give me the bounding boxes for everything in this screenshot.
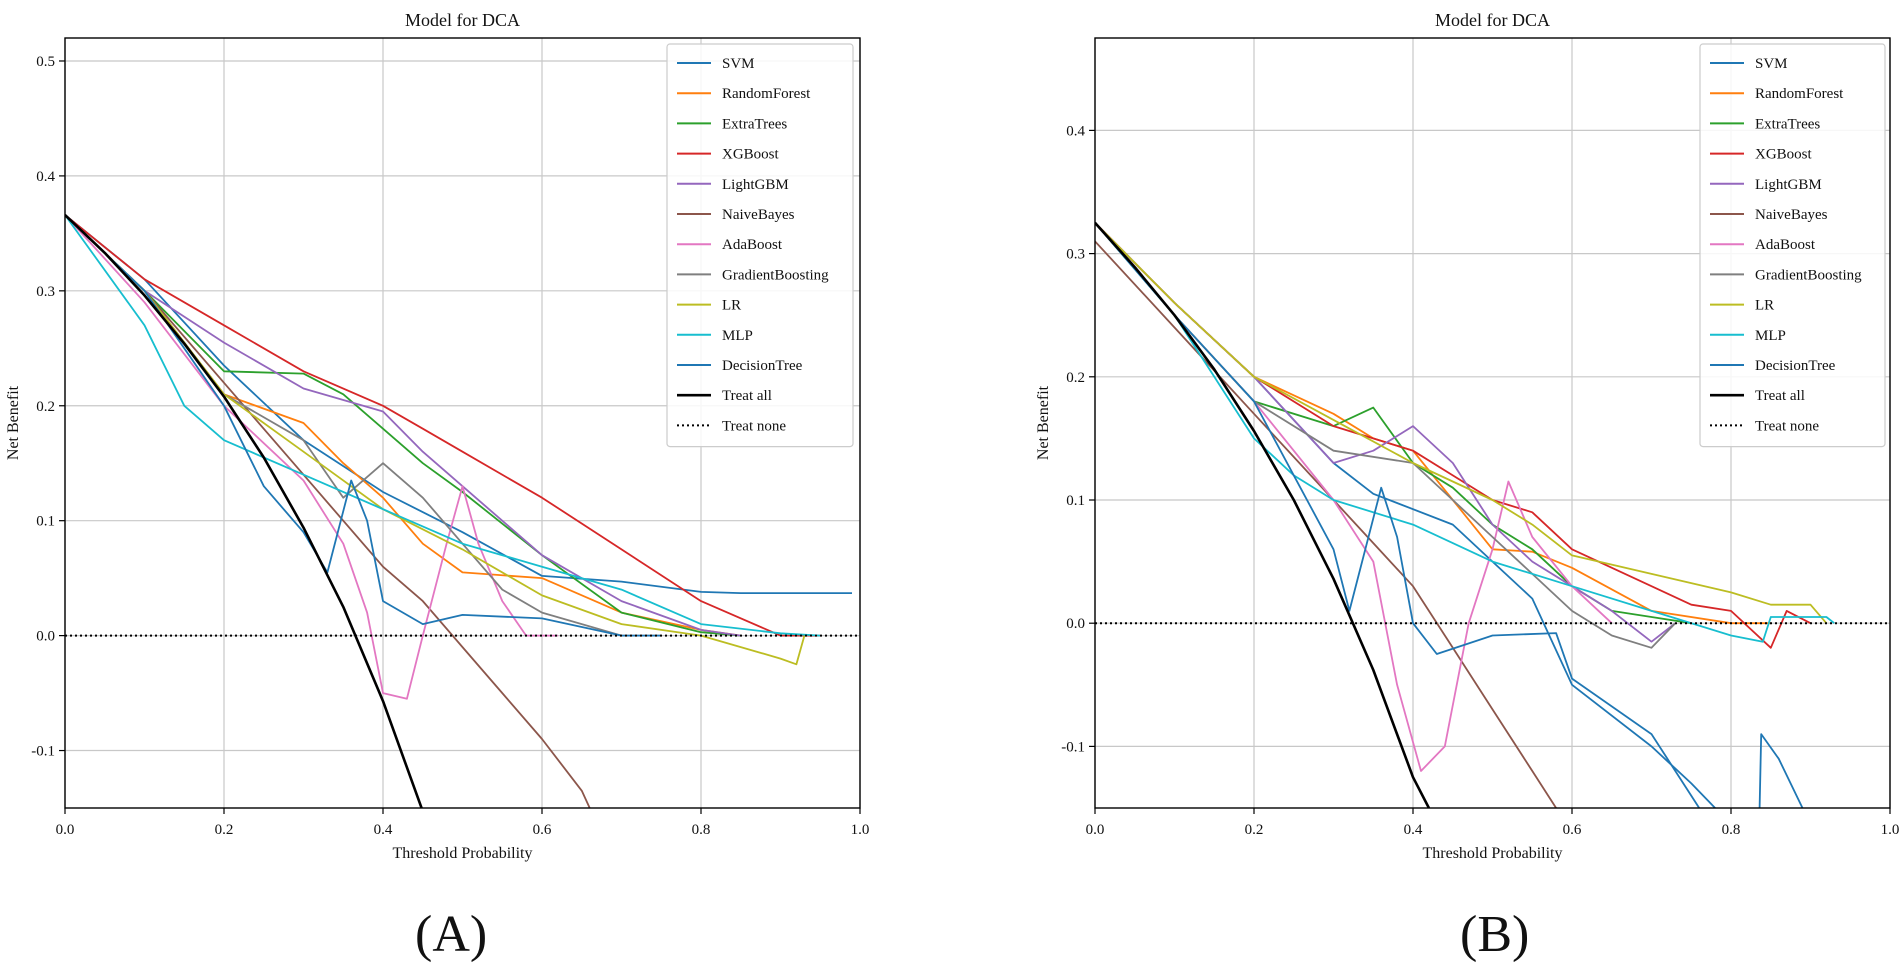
series-line-mlp <box>1095 222 1835 643</box>
legend-label: RandomForest <box>722 86 811 102</box>
legend-label: SVM <box>1755 56 1788 72</box>
chart-panel-a: 0.0 0.2 0.4 0.6 0.8 1.0 -0.1 0.0 0.1 0.2 0.3 0.4 0.5… <box>5 10 869 862</box>
legend-label: XGBoost <box>1755 147 1813 163</box>
y-tick-label: 0.3 <box>36 284 55 300</box>
legend-label: Treat none <box>722 418 786 434</box>
series-line-treat-all <box>1095 221 1431 808</box>
legend-label: AdaBoost <box>722 237 783 253</box>
series-line-treat-all <box>65 214 423 808</box>
legend-label: Treat none <box>1755 418 1819 434</box>
y-tick-label: 0.2 <box>36 399 55 415</box>
y-tick-label: 0.2 <box>1066 370 1085 386</box>
legend-label: GradientBoosting <box>722 267 829 283</box>
legend-label: RandomForest <box>1755 86 1844 102</box>
y-tick-label: 0.4 <box>1066 123 1085 139</box>
x-tick-label: 0.8 <box>692 822 711 838</box>
legend-label: DecisionTree <box>722 358 803 374</box>
series-line-svm <box>1095 222 1716 808</box>
legend-label: MLP <box>722 328 753 344</box>
x-tick-label: 0.6 <box>533 822 552 838</box>
x-tick-label: 0.0 <box>56 822 75 838</box>
series-line-mlp <box>65 214 821 637</box>
series-line-lr <box>1095 222 1828 624</box>
legend: SVM RandomForest ExtraTrees XGBoost LightGBM… <box>666 43 854 448</box>
plot-area-frame <box>64 37 861 809</box>
y-tick-label: 0.1 <box>1066 493 1085 509</box>
y-axis-label: Net Benefit <box>5 385 22 460</box>
legend-box <box>666 43 854 448</box>
y-tick-label: 0.5 <box>36 54 55 70</box>
panel-caption-a: (A) <box>415 906 488 963</box>
legend-label: LightGBM <box>1755 177 1822 193</box>
legend-label: MLP <box>1755 328 1786 344</box>
x-tick-label: 1.0 <box>1881 822 1900 838</box>
legend: SVM RandomForest ExtraTrees XGBoost LightGBM… <box>1699 43 1886 448</box>
y-tick-label: -0.1 <box>1061 739 1085 755</box>
y-tick-label: 0.0 <box>1066 616 1085 632</box>
legend-label: LightGBM <box>722 177 789 193</box>
series-line-xgboost <box>1095 222 1811 649</box>
series-line-lightgbm <box>1095 222 1676 643</box>
series-line-decisiontree <box>65 214 662 637</box>
legend-label: NaiveBayes <box>1755 207 1828 223</box>
series-line-xgboost <box>65 214 821 637</box>
panel-caption-b: (B) <box>1460 906 1530 963</box>
series-line-svm <box>65 214 852 594</box>
series-line-naivebayes <box>65 214 591 808</box>
legend-label: Treat all <box>722 388 772 404</box>
legend-label: SVM <box>722 56 755 72</box>
x-tick-label: 0.2 <box>1245 822 1264 838</box>
series-line-randomforest <box>65 214 741 637</box>
series-line-adaboost <box>1095 222 1613 772</box>
x-tick-label: 0.4 <box>374 822 393 838</box>
series-line-lr <box>65 214 806 666</box>
legend-label: AdaBoost <box>1755 237 1816 253</box>
series-line-gradientboosting <box>1095 222 1676 649</box>
series-line-decisiontree <box>1095 222 1700 808</box>
legend-label: DecisionTree <box>1755 358 1836 374</box>
series-line-decisiontree-cont <box>1758 733 1804 808</box>
legend-label: LR <box>722 298 741 314</box>
chart-title: Model for DCA <box>405 10 520 30</box>
legend-label: ExtraTrees <box>1755 116 1820 132</box>
legend-box <box>1699 43 1886 448</box>
legend-label: GradientBoosting <box>1755 267 1862 283</box>
x-tick-label: 0.2 <box>215 822 234 838</box>
y-tick-label: 0.3 <box>1066 247 1085 263</box>
legend-label: NaiveBayes <box>722 207 795 223</box>
x-axis-label: Threshold Probability <box>1423 845 1563 862</box>
plot-area-frame <box>1094 37 1891 809</box>
y-tick-label: 0.0 <box>36 629 55 645</box>
legend-label: LR <box>1755 298 1774 314</box>
chart-title: Model for DCA <box>1435 10 1550 30</box>
x-tick-label: 1.0 <box>851 822 870 838</box>
x-tick-label: 0.6 <box>1563 822 1582 838</box>
series-line-adaboost <box>65 214 558 700</box>
legend-label: Treat all <box>1755 388 1805 404</box>
x-tick-label: 0.8 <box>1722 822 1741 838</box>
x-tick-label: 0.4 <box>1404 822 1423 838</box>
series-line-lightgbm <box>65 214 741 637</box>
y-tick-label: -0.1 <box>31 744 55 760</box>
x-axis-label: Threshold Probability <box>393 845 533 862</box>
y-axis-label: Net Benefit <box>1035 385 1052 460</box>
series-line-extratrees <box>65 214 741 637</box>
series-line-naivebayes <box>1095 240 1557 808</box>
x-tick-label: 0.0 <box>1086 822 1105 838</box>
chart-panel-b: 0.0 0.2 0.4 0.6 0.8 1.0 -0.1 0.0 0.1 0.2 0.3 0.4 Mod… <box>1035 10 1899 862</box>
y-tick-label: 0.4 <box>36 169 55 185</box>
y-tick-label: 0.1 <box>36 514 55 530</box>
series-line-randomforest <box>1095 222 1771 625</box>
legend-label: XGBoost <box>722 147 780 163</box>
legend-label: ExtraTrees <box>722 116 787 132</box>
